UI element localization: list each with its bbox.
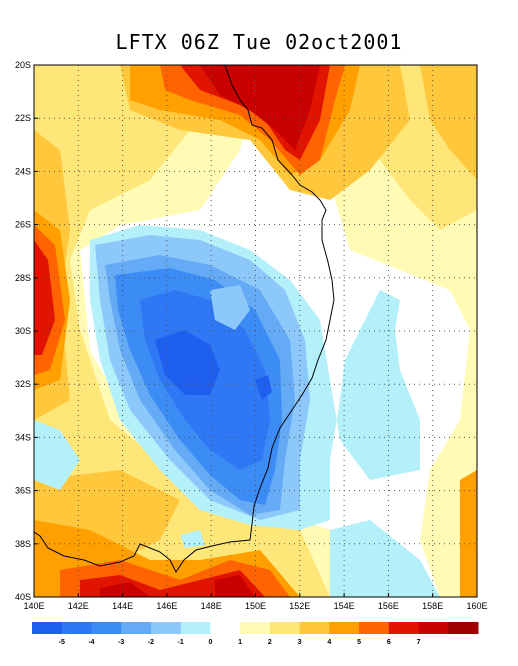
colorbar-swatch (299, 622, 330, 634)
lon-labels: 140E 142E 144E 146E 148E 150E 152E 154E 156E 158E… (23, 593, 488, 611)
lon-label: 146E (156, 601, 177, 611)
field-pos2-left (34, 65, 330, 597)
colorbar-label: -5 (59, 639, 65, 646)
colorbar-swatch (329, 622, 360, 634)
colorbar-label: 6 (387, 639, 391, 646)
field-neg2-hole (210, 285, 250, 330)
colorbar-label: 1 (238, 639, 242, 646)
lat-label: 26S (15, 220, 31, 230)
lat-label: 30S (15, 326, 31, 336)
lon-label: 158E (422, 601, 443, 611)
lat-label: 36S (15, 486, 31, 496)
field-neg1-c (34, 420, 80, 490)
field-neg1-b (330, 520, 440, 597)
lat-labels: 20S 22S 24S 26S 28S 30S 32S 34S 36S 38S 40S (15, 60, 38, 602)
colorbar-swatch (418, 622, 449, 634)
lon-label: 148E (201, 601, 222, 611)
colorbar-swatch (150, 622, 182, 634)
lon-label: 140E (23, 601, 44, 611)
colorbar-label: -4 (88, 639, 94, 646)
field-neg1-small (180, 530, 205, 548)
lon-label: 142E (68, 601, 89, 611)
colorbar-label: 3 (298, 639, 302, 646)
colorbar-label: -3 (118, 639, 124, 646)
lat-label: 22S (15, 113, 31, 123)
field-neg6 (155, 330, 220, 395)
lat-label: 32S (15, 379, 31, 389)
lat-label: 34S (15, 432, 31, 442)
colorbar-swatch (448, 622, 479, 634)
colorbar-swatch (61, 622, 92, 634)
colorbar-swatch (210, 622, 241, 634)
colorbar-label: 4 (327, 639, 331, 646)
colorbar-label: -1 (178, 639, 184, 646)
lat-label: 20S (15, 60, 31, 70)
colorbar (32, 622, 479, 634)
field-neg6-b (255, 375, 272, 400)
lon-label: 144E (112, 601, 133, 611)
colorbar-label: -2 (148, 639, 154, 646)
colorbar-label: 7 (417, 639, 421, 646)
map-title: LFTX 06Z Tue 02oct2001 (115, 30, 403, 54)
colorbar-swatch (240, 622, 271, 634)
field-pos4-rightedge (460, 470, 477, 597)
lon-label: 156E (378, 601, 399, 611)
field-pos3-right (420, 65, 477, 180)
colorbar-label: 5 (357, 639, 361, 646)
field-pos6-left (34, 240, 55, 355)
lat-label: 40S (15, 592, 31, 602)
lat-label: 38S (15, 539, 31, 549)
colorbar-label: 0 (208, 639, 212, 646)
colorbar-swatch (180, 622, 211, 634)
lon-label: 154E (334, 601, 355, 611)
colorbar-swatch (121, 622, 152, 634)
field-pos7-top (200, 65, 320, 150)
field-pos7-bottom2 (215, 575, 255, 597)
colorbar-swatch (32, 622, 63, 634)
coastline (34, 65, 335, 573)
lon-label: 152E (289, 601, 310, 611)
grid-lines (34, 65, 477, 597)
colorbar-swatch (359, 622, 390, 634)
colorbar-swatch (269, 622, 301, 634)
colorbar-swatch (388, 622, 420, 634)
field-pos7-bottom (100, 582, 150, 597)
lat-label: 24S (15, 166, 31, 176)
lon-label: 150E (245, 601, 266, 611)
colorbar-swatch (91, 622, 122, 634)
colorbar-labels: -5 -4 -3 -2 -1 0 1 2 3 4 5 6 7 (59, 639, 421, 646)
lon-label: 160E (466, 601, 487, 611)
lat-label: 28S (15, 273, 31, 283)
colorbar-label: 2 (268, 639, 272, 646)
